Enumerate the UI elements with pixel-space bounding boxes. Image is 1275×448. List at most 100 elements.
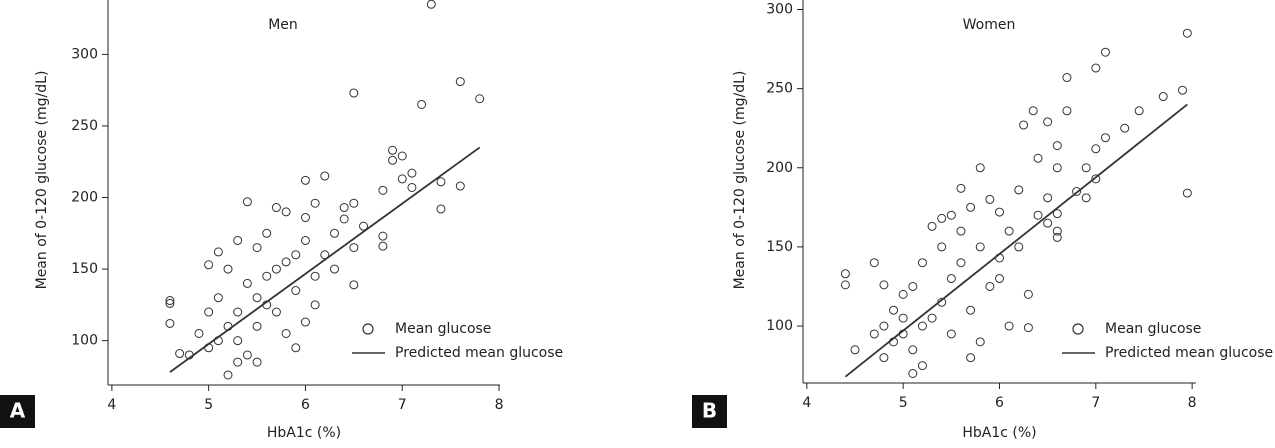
scatter-point [966, 305, 976, 315]
scatter-point [349, 280, 359, 290]
scatter-point [223, 370, 233, 380]
panel-label: A [10, 399, 26, 423]
scatter-point [397, 151, 407, 161]
y-tick-label: 150 [71, 261, 98, 277]
chart-title: Men [268, 17, 298, 33]
scatter-point [417, 99, 427, 109]
scatter-point [937, 213, 947, 223]
scatter-point [455, 181, 465, 191]
scatter-point [975, 337, 985, 347]
scatter-point [1091, 63, 1101, 73]
scatter-point [436, 204, 446, 214]
scatter-point [1052, 209, 1062, 219]
scatter-point [1023, 323, 1033, 333]
scatter-point [1043, 117, 1053, 127]
scatter-point [262, 228, 272, 238]
y-tick-label: 250 [71, 118, 98, 134]
y-axis-label: Mean of 0-120 glucose (mg/dL) [34, 71, 50, 290]
scatter-point [339, 203, 349, 213]
scatter-point [1062, 106, 1072, 116]
scatter-point [956, 258, 966, 268]
scatter-point [291, 286, 301, 296]
scatter-point [869, 329, 879, 339]
x-axis-label: HbA1c (%) [267, 425, 341, 441]
scatter-point [252, 321, 262, 331]
scatter-point [975, 242, 985, 252]
scatter-point [378, 241, 388, 251]
scatter-point [1091, 144, 1101, 154]
scatter-point [300, 175, 310, 185]
y-tick-label: 100 [71, 333, 98, 349]
scatter-point [213, 293, 223, 303]
scatter-point [1033, 210, 1043, 220]
scatter-point [840, 269, 850, 279]
scatter-point [233, 357, 243, 367]
panel-label-box [0, 395, 35, 428]
scatter-point [1062, 73, 1072, 83]
scatter-point [426, 0, 436, 9]
y-tick-label: 300 [766, 1, 793, 17]
scatter-point [1019, 120, 1029, 130]
scatter-point [1182, 28, 1192, 38]
scatter-point [1091, 174, 1101, 184]
scatter-point [879, 353, 889, 363]
scatter-point [378, 185, 388, 195]
legend-label: Mean glucose [395, 321, 491, 337]
scatter-point [271, 307, 281, 317]
x-tick-label: 4 [107, 397, 116, 413]
scatter-point [1014, 242, 1024, 252]
scatter-point [1081, 163, 1091, 173]
scatter-point [291, 343, 301, 353]
scatter-point [908, 281, 918, 291]
scatter-point [1004, 321, 1014, 331]
scatter-point [927, 221, 937, 231]
scatter-point [194, 328, 204, 338]
scatter-point [165, 318, 175, 328]
scatter-point [966, 202, 976, 212]
scatter-point [1120, 123, 1130, 133]
scatter-point [349, 88, 359, 98]
scatter-point [869, 258, 879, 268]
scatter-point [223, 264, 233, 274]
scatter-point [1100, 133, 1110, 143]
scatter-point [359, 221, 369, 231]
scatter-point [985, 194, 995, 204]
scatter-point [252, 243, 262, 253]
scatter-point [985, 281, 995, 291]
scatter-point [1052, 163, 1062, 173]
scatter-point [1052, 226, 1062, 236]
scatter-point [1023, 289, 1033, 299]
legend-marker [1072, 323, 1084, 335]
scatter-point [310, 271, 320, 281]
scatter-point [975, 163, 985, 173]
legend-label: Predicted mean glucose [395, 345, 563, 361]
x-tick-label: 8 [1188, 395, 1197, 411]
scatter-point [917, 321, 927, 331]
scatter-point [1052, 141, 1062, 151]
scatter-point [349, 243, 359, 253]
scatter-point [1052, 232, 1062, 242]
scatter-point [388, 155, 398, 165]
scatter-point [966, 353, 976, 363]
scatter-point [233, 336, 243, 346]
scatter-point [1014, 185, 1024, 195]
scatter-point [262, 271, 272, 281]
x-tick-label: 6 [301, 397, 310, 413]
scatter-point [850, 345, 860, 355]
scatter-point [271, 264, 281, 274]
scatter-point [1033, 153, 1043, 163]
x-tick-label: 7 [1091, 395, 1100, 411]
scatter-point [407, 182, 417, 192]
scatter-point [946, 210, 956, 220]
scatter-point [1043, 193, 1053, 203]
scatter-point [320, 171, 330, 181]
scatter-point [233, 235, 243, 245]
scatter-point [242, 350, 252, 360]
scatter-point [995, 274, 1004, 284]
scatter-point [329, 264, 339, 274]
scatter-point [329, 228, 339, 238]
scatter-point [879, 280, 889, 290]
scatter-point [300, 213, 310, 223]
scatter-point [242, 278, 252, 288]
